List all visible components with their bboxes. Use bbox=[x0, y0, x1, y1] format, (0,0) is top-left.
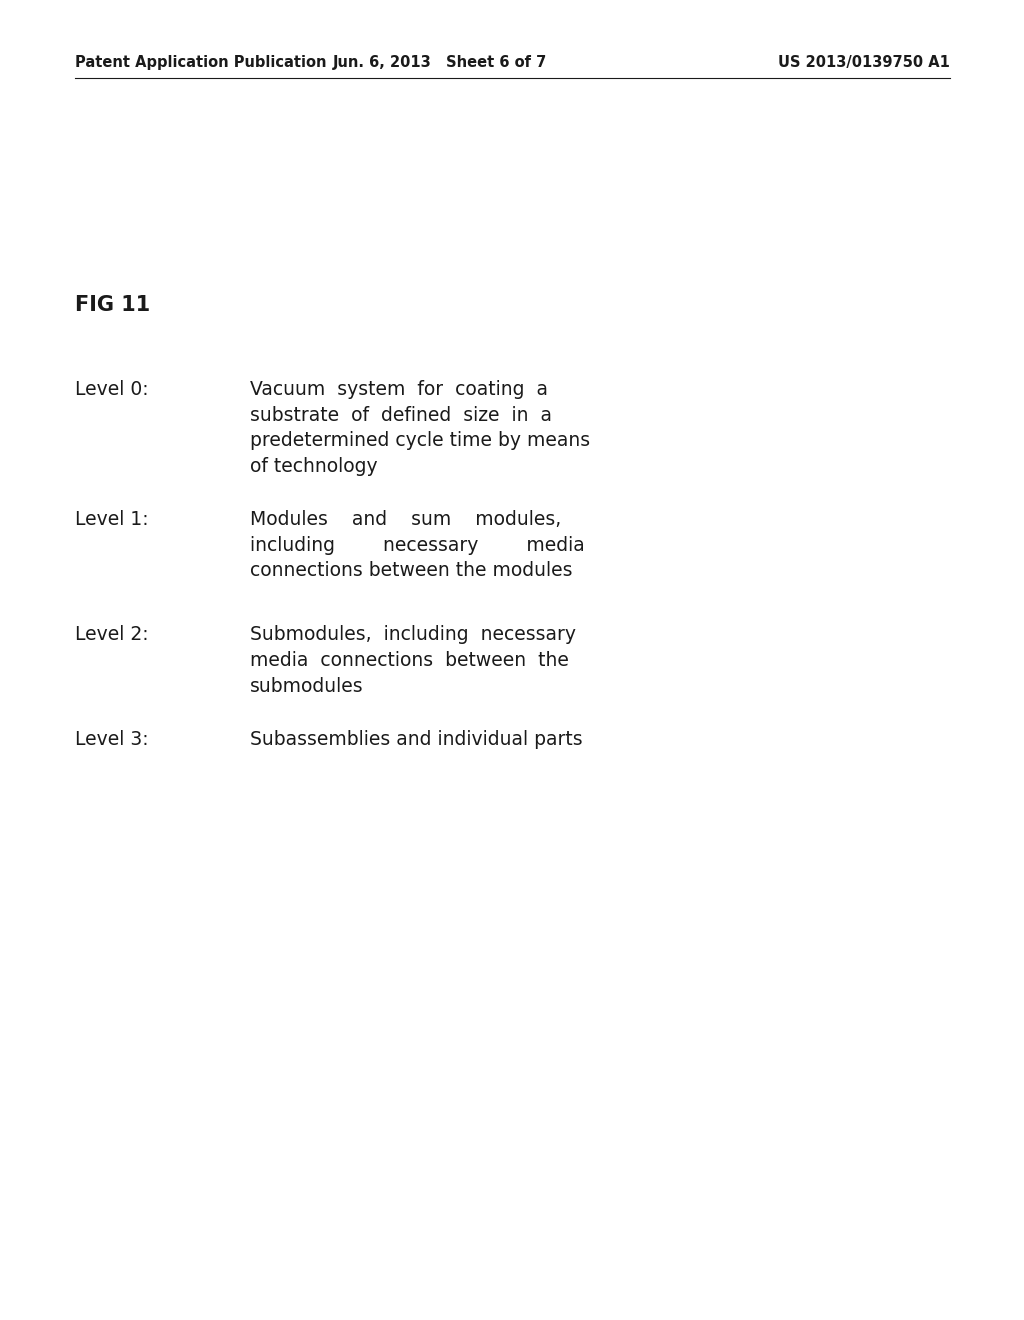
Text: Subassemblies and individual parts: Subassemblies and individual parts bbox=[250, 730, 583, 748]
Text: Submodules,  including  necessary
media  connections  between  the
submodules: Submodules, including necessary media co… bbox=[250, 624, 575, 696]
Text: Jun. 6, 2013   Sheet 6 of 7: Jun. 6, 2013 Sheet 6 of 7 bbox=[333, 54, 547, 70]
Text: FIG 11: FIG 11 bbox=[75, 294, 151, 315]
Text: Level 3:: Level 3: bbox=[75, 730, 148, 748]
Text: Level 1:: Level 1: bbox=[75, 510, 148, 529]
Text: Level 2:: Level 2: bbox=[75, 624, 148, 644]
Text: US 2013/0139750 A1: US 2013/0139750 A1 bbox=[778, 54, 950, 70]
Text: Patent Application Publication: Patent Application Publication bbox=[75, 54, 327, 70]
Text: Level 0:: Level 0: bbox=[75, 380, 148, 399]
Text: Modules    and    sum    modules,
including        necessary        media
connec: Modules and sum modules, including neces… bbox=[250, 510, 585, 581]
Text: Vacuum  system  for  coating  a
substrate  of  defined  size  in  a
predetermine: Vacuum system for coating a substrate of… bbox=[250, 380, 590, 477]
